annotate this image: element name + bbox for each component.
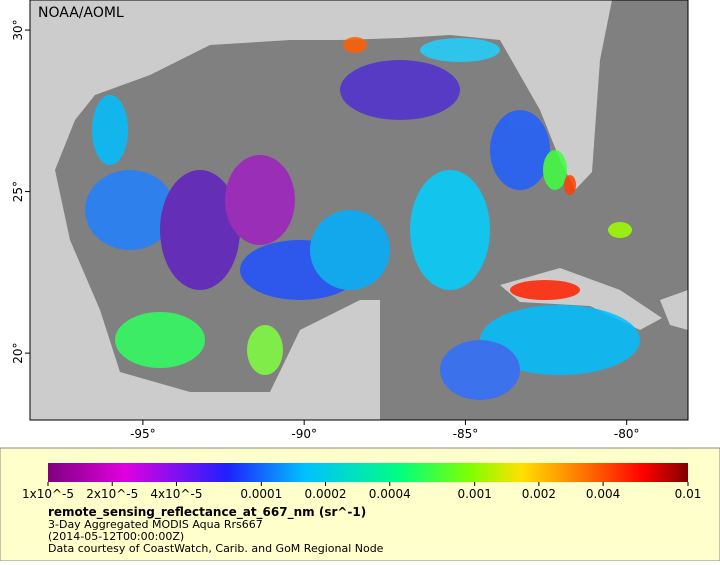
map-area — [30, 0, 688, 420]
axes: -95° -90° -85° -80° 20° 25° 30° — [11, 19, 640, 441]
x-tick-label: -95° — [130, 427, 156, 441]
colorbar-tick-label: 2x10^-5 — [86, 487, 138, 501]
variable-name: remote_sensing_reflectance_at_667_nm (sr… — [48, 505, 366, 520]
colorbar-tick-label: 0.0004 — [369, 487, 411, 501]
y-tick-label: 20° — [11, 342, 25, 363]
x-tick-label: -85° — [453, 427, 479, 441]
y-tick-label: 25° — [11, 181, 25, 202]
x-tick-label: -80° — [614, 427, 640, 441]
colorbar — [48, 463, 688, 482]
data-patches — [85, 37, 640, 400]
colorbar-tick-label: 0.0001 — [240, 487, 282, 501]
hispaniola — [660, 290, 688, 330]
map-frame — [29, 0, 689, 421]
colorbar-tick-label: 0.0002 — [305, 487, 347, 501]
colorbar-tick-label: 1x10^-5 — [22, 487, 74, 501]
caption-line: (2014-05-12T00:00:00Z) — [48, 530, 184, 543]
y-tick-label: 30° — [11, 19, 25, 40]
colorbar-tick-label: 0.004 — [586, 487, 620, 501]
colorbar-tick-label: 0.002 — [522, 487, 556, 501]
caption-line: Data courtesy of CoastWatch, Carib. and … — [48, 542, 384, 555]
colorbar-tick-label: 0.01 — [675, 487, 702, 501]
colorbar-ticks: 1x10^-5 2x10^-5 4x10^-5 0.0001 0.0002 0.0004 0… — [22, 482, 701, 501]
credit: NOAA/AOML — [38, 5, 124, 21]
caption-line: 3-Day Aggregated MODIS Aqua Rrs667 — [48, 518, 263, 531]
x-tick-label: -90° — [291, 427, 317, 441]
colorbar-tick-label: 0.001 — [457, 487, 491, 501]
colorbar-tick-label: 4x10^-5 — [150, 487, 202, 501]
